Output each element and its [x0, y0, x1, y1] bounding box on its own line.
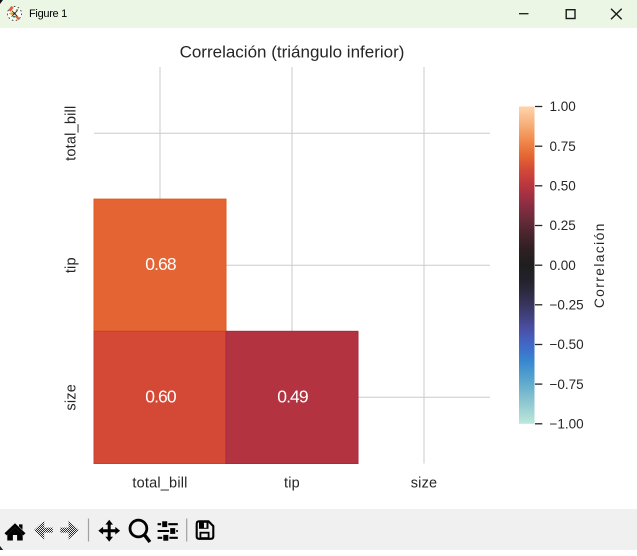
- svg-text:0.75: 0.75: [550, 139, 576, 154]
- svg-text:0.00: 0.00: [550, 258, 576, 273]
- svg-text:0.50: 0.50: [550, 179, 576, 194]
- svg-text:0.49: 0.49: [277, 387, 308, 407]
- svg-text:Correlación: Correlación: [592, 222, 607, 308]
- svg-text:Correlación (triángulo inferio: Correlación (triángulo inferior): [180, 43, 405, 62]
- svg-text:−0.25: −0.25: [550, 298, 584, 313]
- svg-text:tip: tip: [284, 476, 300, 492]
- svg-text:0.60: 0.60: [145, 387, 177, 407]
- svg-text:0.68: 0.68: [145, 254, 176, 274]
- svg-text:0.25: 0.25: [550, 218, 576, 233]
- svg-text:−0.50: −0.50: [550, 337, 584, 352]
- svg-text:total_bill: total_bill: [64, 106, 80, 161]
- svg-text:−1.00: −1.00: [550, 417, 584, 432]
- svg-text:size: size: [411, 476, 438, 492]
- svg-text:1.00: 1.00: [550, 99, 576, 114]
- svg-text:size: size: [64, 384, 80, 411]
- svg-text:−0.75: −0.75: [550, 377, 584, 392]
- svg-text:tip: tip: [64, 257, 80, 273]
- svg-text:total_bill: total_bill: [132, 476, 187, 492]
